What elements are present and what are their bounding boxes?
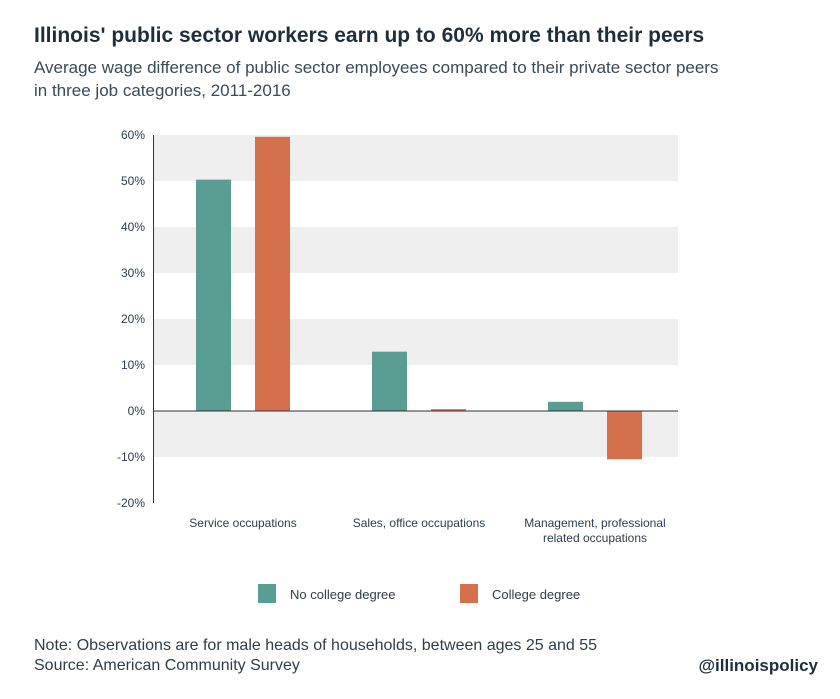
x-axis-labels: Service occupations Sales, office occupat… (189, 516, 665, 545)
source-text: Source: American Community Survey (34, 657, 300, 674)
bars (196, 136, 642, 460)
bar (431, 409, 466, 411)
note-text: Note: Observations are for male heads of… (34, 637, 598, 654)
grid-band (153, 135, 678, 181)
bar (548, 401, 583, 411)
bar (372, 351, 407, 411)
grid-bands (153, 135, 678, 457)
bar (607, 411, 642, 460)
legend-label: College degree (492, 587, 580, 602)
y-tick-label: 40% (121, 220, 145, 234)
chart-title: Illinois' public sector workers earn up … (34, 24, 705, 47)
y-tick-label: 0% (128, 404, 146, 418)
y-tick-label: -20% (117, 496, 145, 510)
bar-chart: 60% 50% 40% 30% 20% 10% 0% -10% -20% Service occ… (117, 128, 678, 603)
y-tick-label: -10% (117, 450, 145, 464)
grid-band (153, 411, 678, 457)
y-tick-label: 60% (121, 128, 145, 142)
grid-band (153, 227, 678, 273)
bar (255, 136, 290, 411)
y-axis-ticks: 60% 50% 40% 30% 20% 10% 0% -10% -20% (117, 128, 145, 510)
legend: No college degree College degree (258, 584, 580, 603)
y-tick-label: 50% (121, 174, 145, 188)
legend-label: No college degree (290, 587, 396, 602)
legend-swatch (460, 584, 478, 603)
axes (153, 135, 678, 503)
chart-subtitle: Average wage difference of public sector… (34, 58, 719, 100)
x-category-label: related occupations (543, 531, 647, 545)
footer-notes: Note: Observations are for male heads of… (34, 636, 597, 676)
y-tick-label: 10% (121, 358, 145, 372)
grid-band (153, 319, 678, 365)
bar (196, 179, 231, 411)
y-tick-label: 20% (121, 312, 145, 326)
x-category-label: Management, professional (524, 516, 665, 530)
x-category-label: Service occupations (189, 516, 296, 530)
y-tick-label: 30% (121, 266, 145, 280)
brand-handle: @illinoispolicy (698, 656, 818, 675)
x-category-label: Sales, office occupations (353, 516, 486, 530)
legend-swatch (258, 584, 276, 603)
